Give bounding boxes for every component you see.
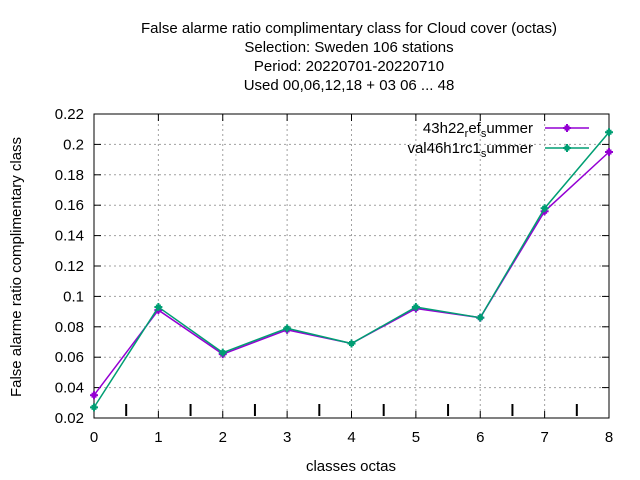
legend-label: val46h1rc1summer: [407, 140, 533, 160]
legend-label-part: ef: [468, 120, 481, 137]
y-tick-label: 0.08: [55, 319, 84, 336]
axes: [93, 113, 610, 419]
point-mark-box: [413, 304, 419, 310]
point-mark-box: [477, 315, 483, 321]
point-mark-box: [349, 341, 354, 347]
x-tick-labels: 0 1 2 3 4 5 6 7 8: [90, 429, 613, 446]
x-tick-label: 1: [154, 429, 162, 446]
legend-label-part: ummer: [486, 120, 533, 137]
title-line-3: Period: 20220701-20220710: [254, 58, 444, 75]
data-point: [476, 313, 485, 322]
data-point: [605, 128, 613, 137]
y-tick-label: 0.04: [55, 380, 84, 397]
data-point: [90, 391, 98, 400]
y-axis-label: False alarme ratio complimentary class: [8, 137, 25, 397]
y-tick-label: 0.18: [55, 167, 84, 184]
x-tick-label: 5: [412, 429, 420, 446]
y-tick-label: 0.14: [55, 228, 84, 245]
legend-mark-box: [564, 145, 570, 151]
x-tick-label: 3: [283, 429, 291, 446]
x-axis-label: classes octas: [306, 458, 396, 475]
data-point: [90, 403, 98, 412]
y-tick-labels: 0.02 0.04 0.06 0.08 0.1 0.12 0.14 0.16 0.18 0.2 0.…: [55, 106, 84, 427]
point-mark-box: [155, 304, 161, 310]
point-mark-box: [91, 404, 97, 410]
point-mark-box: [606, 129, 612, 135]
chart-title: False alarme ratio complimentary class f…: [141, 20, 557, 94]
legend-mark-box: [564, 125, 570, 131]
y-tick-label: 0.12: [55, 258, 84, 275]
title-line-2: Selection: Sweden 106 stations: [244, 39, 453, 56]
point-mark-box: [284, 325, 290, 331]
legend-label-part: s: [481, 128, 487, 140]
x-tick-label: 0: [90, 429, 98, 446]
x-tick-label: 8: [605, 429, 613, 446]
data-point: [218, 348, 227, 357]
y-tick-label: 0.2: [63, 136, 84, 153]
plot-border: [93, 113, 610, 419]
y-tick-label: 0.1: [63, 288, 84, 305]
data-point: [605, 148, 613, 156]
data-point: [347, 339, 356, 348]
point-mark-box: [91, 392, 97, 398]
data-point: [411, 303, 420, 312]
y-tick-label: 0.16: [55, 197, 84, 214]
grid: [94, 114, 609, 418]
x-tick-label: 7: [540, 429, 548, 446]
y-tick-label: 0.06: [55, 349, 84, 366]
legend-label: 43h22refsummer: [423, 120, 533, 140]
series-line: [93, 151, 610, 396]
legend-label-part: s: [481, 148, 487, 160]
point-mark-box: [542, 205, 548, 211]
x-tick-label: 6: [476, 429, 484, 446]
x-tick-label: 2: [219, 429, 227, 446]
data-point: [154, 303, 163, 312]
data-point: [283, 324, 292, 333]
legend-entry-1: 43h22refsummer: [423, 120, 589, 140]
x-minor-ticks: [125, 404, 578, 416]
legend-label-part: ummer: [486, 140, 533, 157]
series-2: [90, 128, 613, 412]
legend-entry-2: val46h1rc1summer: [407, 140, 589, 160]
series-layer: [90, 128, 613, 412]
point-mark-box: [220, 350, 226, 356]
x-tick-label: 4: [347, 429, 355, 446]
data-point: [540, 204, 549, 213]
title-line-4: Used 00,06,12,18 + 03 06 ... 48: [244, 77, 455, 94]
legend-label-part: 43h22: [423, 120, 465, 137]
title-line-1: False alarme ratio complimentary class f…: [141, 20, 557, 37]
point-mark-box: [606, 149, 612, 155]
y-tick-label: 0.22: [55, 106, 84, 123]
y-tick-label: 0.02: [55, 410, 84, 427]
legend-label-part: r: [465, 128, 469, 140]
legend-label-part: val46h1rc1: [407, 140, 480, 157]
